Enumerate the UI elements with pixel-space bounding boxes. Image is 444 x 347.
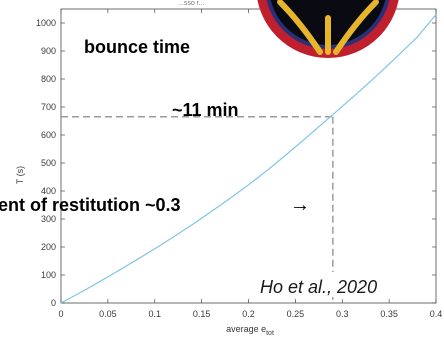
reference-lines	[61, 116, 334, 303]
y-tick-label: 800	[41, 74, 56, 84]
x-tick-label: 0.1	[148, 309, 161, 319]
plot-area	[60, 8, 437, 304]
x-axis-ticks: 0 0.05 0.1 0.15 0.2 0.25 0.3 0.35 0.4	[58, 9, 442, 319]
y-tick-label: 700	[41, 102, 56, 112]
x-tick-label: 0.25	[287, 309, 305, 319]
x-tick-label: 0.15	[193, 309, 211, 319]
series-line	[60, 14, 437, 304]
top-text-fragment: ...sso r...	[178, 0, 205, 7]
y-tick-label: 900	[41, 46, 56, 56]
x-tick-label: 0	[58, 309, 63, 319]
chart-axes: 0 100 200 300 400 500 600 700 800 900 1000 0 0.05 0.…	[36, 8, 442, 319]
y-tick-label: 600	[41, 130, 56, 140]
duration-label: ~11 min	[172, 100, 239, 120]
x-tick-label: 0.2	[242, 309, 255, 319]
y-axis-ticks: 0 100 200 300 400 500 600 700 800 900 1000	[36, 18, 436, 308]
x-tick-label: 0.3	[336, 309, 349, 319]
x-tick-label: 0.05	[99, 309, 117, 319]
y-tick-label: 200	[41, 242, 56, 252]
x-axis-label-main: average e	[226, 324, 266, 334]
x-axis-label-subscript: tot	[266, 330, 274, 337]
x-axis-label: average etot	[226, 324, 274, 337]
citation-background	[258, 272, 432, 297]
restitution-label: ent of restitution ~0.3	[0, 195, 181, 215]
y-tick-label: 300	[41, 214, 56, 224]
bounce-time-label: bounce time	[84, 37, 190, 57]
series-group	[60, 14, 437, 304]
x-tick-label: 0.4	[430, 309, 443, 319]
logo-mark-icon	[277, 0, 379, 55]
x-tick-label: 0.35	[380, 309, 398, 319]
y-axis-label: T (s)	[15, 166, 25, 184]
y-tick-label: 0	[51, 298, 56, 308]
y-tick-label: 100	[41, 270, 56, 280]
y-tick-label: 400	[41, 186, 56, 196]
logo-emblem	[257, 0, 399, 58]
arrow-label: →	[290, 194, 310, 216]
citation-label: Ho et al., 2020	[260, 277, 377, 297]
y-tick-label: 500	[41, 158, 56, 168]
y-tick-label: 1000	[36, 18, 56, 28]
